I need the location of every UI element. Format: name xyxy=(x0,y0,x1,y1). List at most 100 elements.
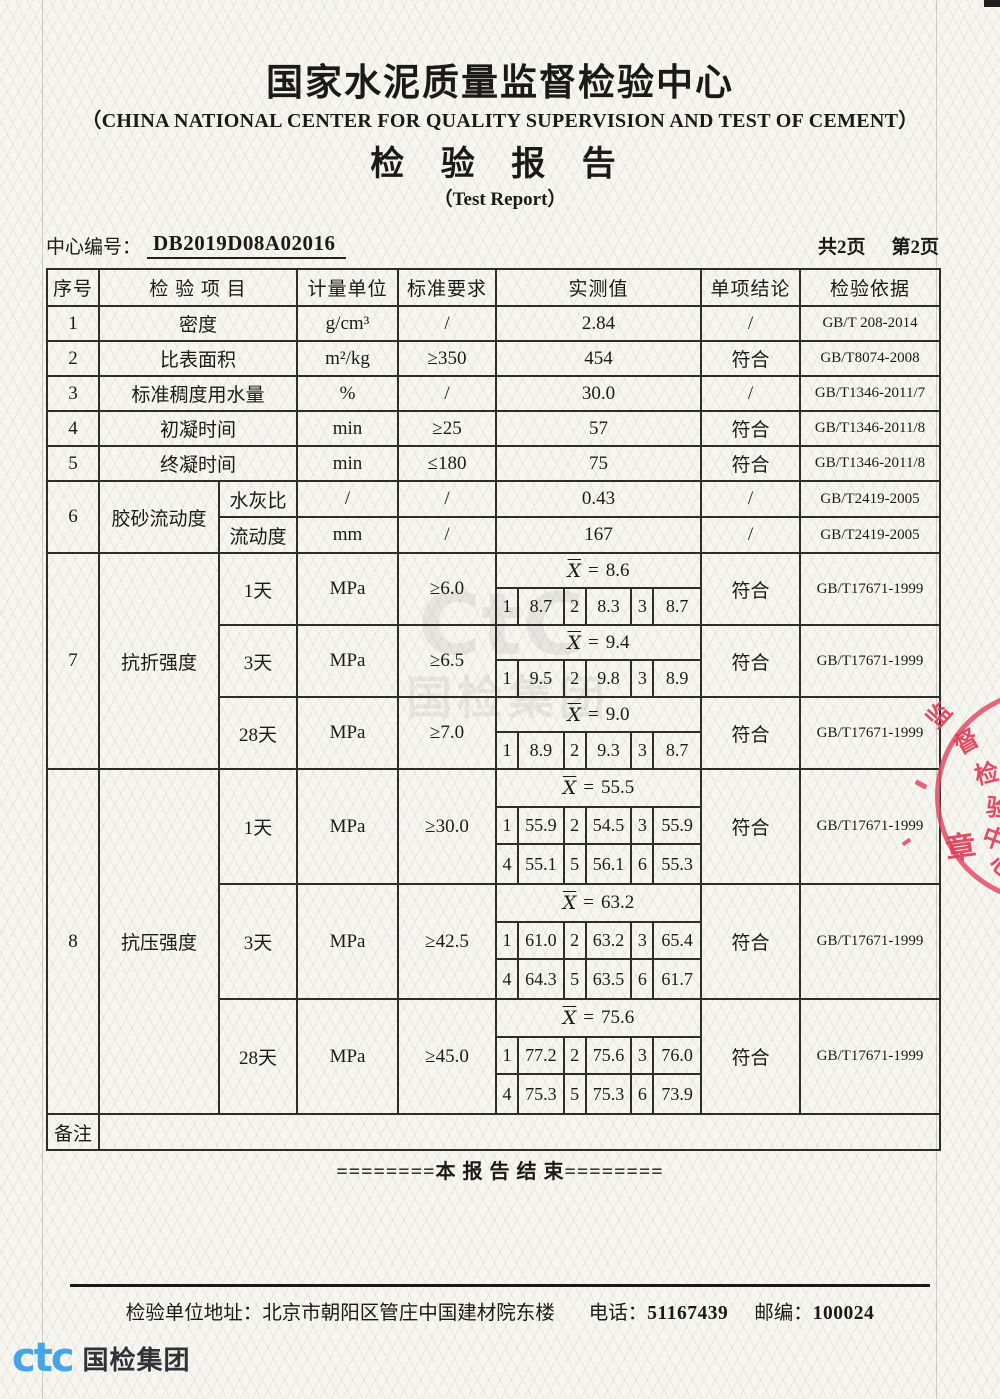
cell-item: 终凝时间 xyxy=(97,445,299,482)
col-header-unit: 计量单位 xyxy=(296,268,400,307)
value: 63.5 xyxy=(587,960,633,997)
remark-content xyxy=(97,1113,942,1151)
table-row: 8 抗压强度 1天 MPa ≥30.0 X = 55.5 1 55.9 2 54.5… xyxy=(46,768,942,1115)
zip-label: 邮编： xyxy=(754,1303,813,1324)
value-index: 2 xyxy=(565,589,587,623)
cell-basis: GB/T17671-1999 xyxy=(799,998,942,1115)
mean-value: X = 63.2 xyxy=(498,886,700,923)
value: 55.9 xyxy=(654,808,700,846)
cell-basis: GB/T8074-2008 xyxy=(799,340,942,377)
cell-unit: MPa xyxy=(296,624,400,698)
cell-measured-group: X = 63.2 1 61.0 2 63.2 3 65.4 4 64.3 5 63.… xyxy=(495,883,703,1000)
cell-requirement: / xyxy=(397,480,498,518)
col-header-seq: 序号 xyxy=(46,268,100,307)
cell-basis: GB/T17671-1999 xyxy=(799,696,942,770)
ctc-logo-name: 国检集团 xyxy=(82,1345,191,1376)
center-number-label: 中心编号： xyxy=(46,237,142,258)
value: 55.3 xyxy=(661,853,693,874)
ctc-logo-mark: ctc xyxy=(12,1335,75,1381)
value-index: 4 xyxy=(498,1075,520,1112)
cell-conclusion: 符合 xyxy=(700,883,802,1000)
cell-seq: 3 xyxy=(46,375,100,412)
value: 63.2 xyxy=(586,922,633,961)
table-header-row: 序号 检 验 项 目 计量单位 标准要求 实测值 单项结论 检验依据 xyxy=(46,268,942,307)
cell-item: 抗压强度 xyxy=(98,768,220,1115)
cell-requirement: ≥7.0 xyxy=(397,696,498,770)
value: 54.5 xyxy=(586,807,633,846)
value: 9.8 xyxy=(587,661,633,695)
cell-conclusion: 符合 xyxy=(700,552,802,626)
address-value: 北京市朝阳区管庄中国建材院东楼 xyxy=(262,1303,555,1324)
measured-values-grid: X = 75.6 1 77.2 2 75.6 3 76.0 4 75.3 5 75.… xyxy=(498,1001,700,1112)
value-index: 4 xyxy=(498,960,520,997)
value-index: 3 xyxy=(632,589,655,623)
value: 75.6 xyxy=(586,1037,633,1076)
remark-row: 备注 xyxy=(46,1113,942,1151)
cell-subitem: 流动度 xyxy=(217,516,299,554)
footer-contact-line: 检验单位地址： 北京市朝阳区管庄中国建材院东楼 电话： 51167439 邮编： 10… xyxy=(0,1296,1000,1325)
current-page: 第2页 xyxy=(891,237,939,258)
measured-values-grid: X = 9.4 1 9.5 2 9.8 3 8.9 xyxy=(498,627,700,695)
value: 55.1 xyxy=(519,845,565,882)
cell-seq: 1 xyxy=(46,305,100,342)
cell-conclusion: 符合 xyxy=(700,445,802,482)
cell-requirement: ≥6.5 xyxy=(397,624,498,698)
cell-measured-group: X = 75.6 1 77.2 2 75.6 3 76.0 4 75.3 5 75.… xyxy=(495,998,703,1115)
cell-basis: GB/T2419-2005 xyxy=(799,480,942,518)
red-seal-character: 验 xyxy=(985,795,1000,823)
cell-conclusion: / xyxy=(700,375,802,412)
cell-seq: 8 xyxy=(46,768,100,1115)
cell-unit: / xyxy=(296,480,400,518)
cell-conclusion: / xyxy=(700,305,802,342)
value: 75.3 xyxy=(519,1075,565,1112)
cell-item: 胶砂流动度 xyxy=(98,480,220,554)
value-index: 2 xyxy=(564,922,587,961)
mean-value: X = 75.6 xyxy=(498,1001,700,1038)
value: 73.9 xyxy=(661,1083,693,1104)
scan-corner-mark xyxy=(984,0,1000,7)
cell-requirement: ≤180 xyxy=(397,445,498,482)
value-index: 4 xyxy=(498,845,520,882)
address-label: 检验单位地址： xyxy=(125,1303,263,1324)
phone-value: 51167439 xyxy=(647,1303,729,1324)
cell-basis: GB/T1346-2011/7 xyxy=(799,375,942,412)
cell-measured: 57 xyxy=(495,410,703,447)
cell-seq: 4 xyxy=(46,410,100,447)
value-index: 3 xyxy=(632,1037,655,1076)
cell-measured: 30.0 xyxy=(495,375,703,412)
cell-seq: 7 xyxy=(46,552,100,770)
cell-conclusion: 符合 xyxy=(700,410,802,447)
cell-subitem: 28天 xyxy=(217,998,299,1115)
cell-basis: GB/T17671-1999 xyxy=(799,624,942,698)
cell-subitem: 1天 xyxy=(217,768,299,885)
value-index: 1 xyxy=(498,807,520,846)
value-index: 1 xyxy=(498,922,520,961)
cell-basis: GB/T2419-2005 xyxy=(799,516,942,554)
table-row: 1 密度 g/cm³ / 2.84 / GB/T 208-2014 xyxy=(46,305,942,342)
value-index: 1 xyxy=(498,661,520,695)
cell-subitem: 水灰比 xyxy=(217,480,299,518)
cell-measured: 0.43 xyxy=(495,480,703,518)
col-header-conclusion: 单项结论 xyxy=(700,268,802,307)
cell-requirement: ≥6.0 xyxy=(397,552,498,626)
center-number-value: DB2019D08A02016 xyxy=(147,231,346,259)
measured-values-grid: X = 8.6 1 8.7 2 8.3 3 8.7 xyxy=(498,555,700,623)
col-header-item: 检 验 项 目 xyxy=(97,268,299,307)
cell-measured-group: X = 55.5 1 55.9 2 54.5 3 55.9 4 55.1 5 56.… xyxy=(495,768,703,885)
remark-label: 备注 xyxy=(46,1113,100,1151)
cell-item: 抗折强度 xyxy=(98,552,220,770)
value: 75.3 xyxy=(587,1075,633,1112)
total-pages: 共2页 xyxy=(817,237,866,258)
cell-conclusion: 符合 xyxy=(700,340,802,377)
value-index: 2 xyxy=(565,733,587,767)
table-row: 3天 MPa ≥42.5 X = 63.2 1 61.0 2 63.2 3 65.4… xyxy=(47,883,942,1000)
ctc-logo: ctc 国检集团 xyxy=(12,1338,191,1378)
value-index: 3 xyxy=(632,661,655,695)
cell-seq: 5 xyxy=(46,445,100,482)
cell-basis: GB/T17671-1999 xyxy=(799,552,942,626)
value-index: 1 xyxy=(498,589,520,623)
value: 61.7 xyxy=(661,968,693,989)
cell-basis: GB/T 208-2014 xyxy=(799,305,942,342)
cell-requirement: / xyxy=(397,305,498,342)
cell-measured-group: X = 8.6 1 8.7 2 8.3 3 8.7 xyxy=(495,552,703,626)
